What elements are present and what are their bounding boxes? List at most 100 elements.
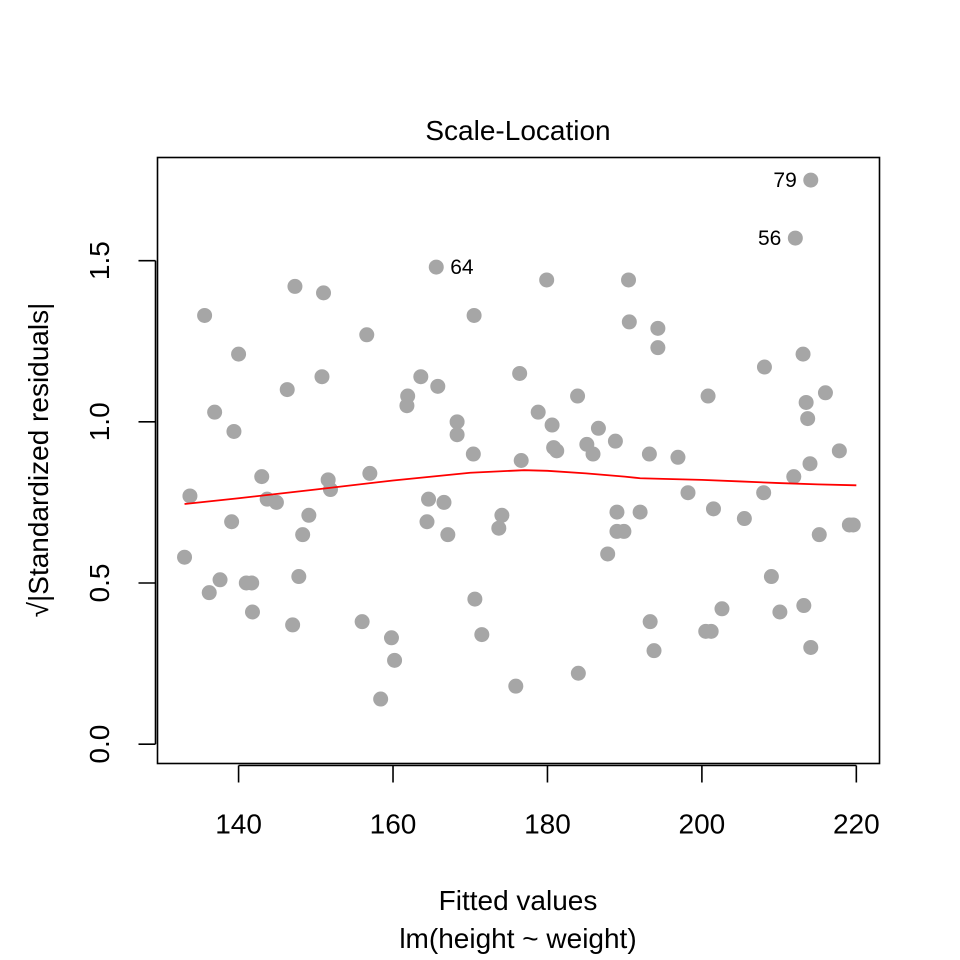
data-point — [244, 604, 260, 620]
data-point — [641, 446, 657, 462]
data-point — [413, 369, 429, 385]
data-point — [268, 494, 284, 510]
data-point — [570, 665, 586, 681]
point-label: 64 — [450, 256, 474, 279]
data-point — [231, 346, 247, 362]
data-point — [590, 420, 606, 436]
data-point — [440, 527, 456, 543]
data-point — [494, 507, 510, 523]
data-point — [387, 652, 403, 668]
data-point — [714, 601, 730, 617]
data-point — [421, 491, 437, 507]
point-label: 79 — [773, 169, 796, 192]
data-point — [800, 411, 816, 427]
data-point — [291, 569, 307, 585]
data-point — [544, 417, 560, 433]
data-point — [786, 469, 802, 485]
y-tick-label: 1.5 — [84, 241, 115, 280]
data-point — [197, 307, 213, 323]
data-points — [177, 172, 861, 707]
data-point — [212, 572, 228, 588]
data-point — [796, 598, 812, 614]
x-tick-label: 160 — [370, 809, 417, 840]
data-point — [646, 643, 662, 659]
data-point — [772, 604, 788, 620]
x-tick-label: 220 — [833, 809, 880, 840]
data-point — [354, 614, 370, 630]
data-point — [467, 591, 483, 607]
data-point — [650, 340, 666, 356]
data-point — [436, 494, 452, 510]
data-point — [621, 314, 637, 330]
data-point — [254, 469, 270, 485]
data-point — [287, 278, 303, 294]
data-point — [680, 485, 696, 501]
smoother-line — [184, 469, 857, 505]
data-point — [508, 678, 524, 694]
x-axis-title: Fitted values — [439, 885, 598, 916]
data-point — [831, 443, 847, 459]
x-axis: 140 160 180 200 220 — [215, 764, 880, 840]
data-point — [316, 285, 332, 301]
data-point — [359, 327, 375, 343]
data-point — [607, 433, 623, 449]
data-point — [803, 639, 819, 655]
data-point — [539, 272, 555, 288]
data-point — [763, 569, 779, 585]
data-point — [474, 627, 490, 643]
data-point — [632, 504, 648, 520]
data-point — [756, 359, 772, 375]
y-tick-label: 0.5 — [84, 564, 115, 603]
data-point — [616, 523, 632, 539]
data-point — [466, 307, 482, 323]
data-point — [177, 549, 193, 565]
data-point — [224, 514, 240, 530]
data-point — [207, 404, 223, 420]
x-tick-label: 180 — [524, 809, 571, 840]
data-point — [570, 388, 586, 404]
data-point — [400, 388, 416, 404]
data-point — [465, 446, 481, 462]
data-point — [383, 630, 399, 646]
data-point — [621, 272, 637, 288]
data-point — [787, 230, 803, 246]
data-point — [244, 575, 260, 591]
data-point — [430, 378, 446, 394]
data-point — [182, 488, 198, 504]
data-point — [811, 527, 827, 543]
data-point — [201, 585, 217, 601]
data-point — [609, 504, 625, 520]
data-point — [795, 346, 811, 362]
data-point — [802, 456, 818, 472]
data-point — [817, 385, 833, 401]
data-point — [428, 259, 444, 275]
point-label: 56 — [758, 227, 781, 250]
data-point — [703, 623, 719, 639]
data-point — [314, 369, 330, 385]
data-point — [295, 527, 311, 543]
data-point — [301, 507, 317, 523]
data-point — [449, 427, 465, 443]
data-point — [803, 172, 819, 188]
y-tick-label: 0.0 — [84, 725, 115, 764]
data-point — [449, 414, 465, 430]
plot-frame — [156, 156, 881, 765]
data-point — [642, 614, 658, 630]
data-point — [600, 546, 616, 562]
data-point — [670, 449, 686, 465]
data-point — [285, 617, 301, 633]
data-point — [279, 382, 295, 398]
data-point — [798, 394, 814, 410]
data-point — [491, 520, 507, 536]
x-tick-label: 200 — [679, 809, 726, 840]
data-point — [756, 485, 772, 501]
data-point — [513, 453, 529, 468]
data-point — [549, 443, 565, 459]
data-point — [226, 423, 242, 439]
data-point — [700, 388, 716, 404]
data-point — [705, 501, 721, 517]
data-point — [373, 691, 389, 707]
x-tick-label: 140 — [215, 809, 262, 840]
data-point — [736, 511, 752, 527]
